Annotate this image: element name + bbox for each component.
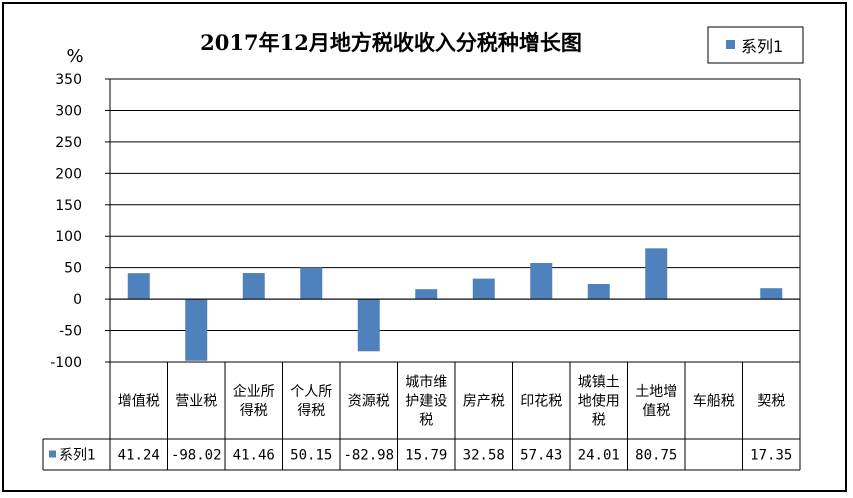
data-label: -82.98	[343, 448, 394, 464]
y-tick-label: 0	[73, 292, 82, 308]
legend-frame	[707, 26, 804, 64]
bar	[587, 284, 610, 300]
category-label: 契税	[757, 394, 785, 410]
legend-swatch	[726, 40, 735, 49]
data-label: 24.01	[578, 448, 620, 464]
y-tick-label: 100	[55, 229, 82, 245]
chart-title: 2017年12月地方税收收入分税种增长图	[200, 30, 582, 55]
y-tick-label: 50	[64, 261, 82, 277]
y-tick-label: -50	[59, 324, 82, 340]
y-tick-label: -100	[50, 355, 82, 371]
bar	[127, 273, 150, 300]
category-label: 个人所得税	[290, 384, 332, 419]
legend: 系列1	[707, 26, 804, 64]
y-tick-label: 250	[55, 135, 82, 151]
chart-frame: 2017年12月地方税收收入分税种增长图 % 系列1 350 300 250 200 1…	[2, 2, 847, 492]
bar	[645, 248, 668, 300]
table-series-label: 系列1	[59, 448, 96, 464]
category-label: 资源税	[348, 394, 390, 410]
bar	[530, 262, 553, 300]
data-label: 17.35	[750, 448, 792, 464]
category-label: 印花税	[520, 394, 562, 410]
bar	[357, 299, 380, 352]
data-label: -98.02	[171, 448, 222, 464]
gridlines	[105, 78, 801, 363]
bar	[300, 267, 323, 300]
data-label: 41.46	[233, 448, 275, 464]
bar-series	[110, 248, 800, 361]
bar	[472, 278, 495, 300]
chart-canvas: 2017年12月地方税收收入分税种增长图 % 系列1 350 300 250 200 1…	[42, 26, 804, 471]
category-label: 营业税	[175, 394, 217, 410]
category-label: 房产税	[463, 394, 505, 410]
data-label: 41.24	[118, 448, 160, 464]
category-label: 车船税	[693, 393, 735, 410]
data-label: 32.58	[463, 448, 505, 464]
category-label: 城镇土地使用税	[578, 375, 620, 429]
category-label: 增值税	[118, 394, 160, 410]
bar	[415, 289, 438, 300]
y-tick-label: 300	[55, 103, 82, 119]
category-label: 企业所得税	[233, 383, 275, 419]
legend-label: 系列1	[741, 37, 783, 56]
category-label: 土地增值税	[635, 384, 677, 419]
bar	[185, 299, 208, 361]
bar	[242, 273, 265, 300]
data-label: 80.75	[635, 448, 677, 464]
y-axis-unit: %	[66, 46, 83, 67]
data-label: 15.79	[405, 448, 447, 464]
data-label: 57.43	[520, 448, 562, 464]
table-legend-swatch	[49, 450, 56, 458]
y-axis-ticks: 350 300 250 200 150 100 50 0 -50 -100	[50, 72, 82, 371]
data-label: 50.15	[290, 448, 332, 464]
category-label: 城市维护建设税	[405, 374, 447, 429]
bar	[760, 288, 783, 300]
y-tick-label: 350	[55, 72, 82, 88]
y-tick-label: 200	[55, 166, 82, 182]
y-tick-label: 150	[55, 198, 82, 214]
